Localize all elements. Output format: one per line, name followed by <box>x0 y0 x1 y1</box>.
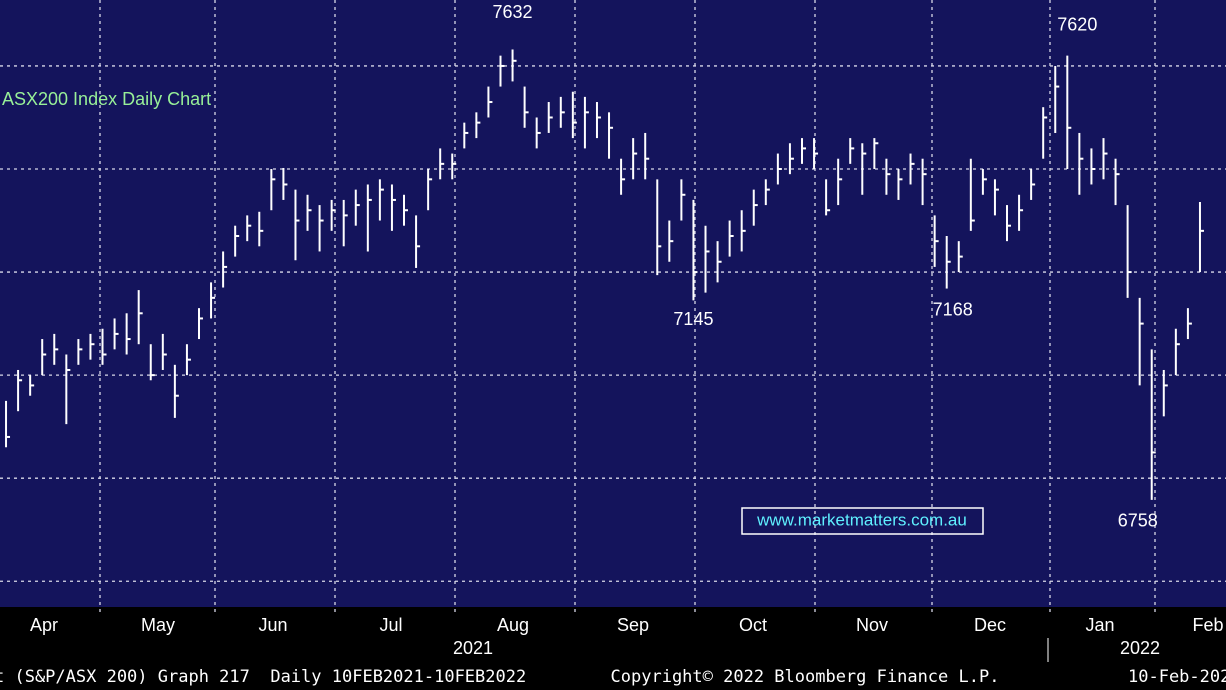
price-bars <box>5 49 1204 500</box>
x-tick-label: Jan <box>1085 615 1114 635</box>
x-tick-label: Jul <box>379 615 402 635</box>
extreme-label: 6758 <box>1118 511 1158 531</box>
x-tick-label: Feb <box>1192 615 1223 635</box>
x-tick-label: Apr <box>30 615 58 635</box>
footer-date: 10-Feb-202 <box>1128 667 1226 687</box>
extreme-label: 7632 <box>493 2 533 22</box>
year-label: 2021 <box>453 638 493 658</box>
x-tick-label: May <box>141 615 175 635</box>
axis-band <box>0 607 1226 690</box>
extreme-label: 7168 <box>933 299 973 319</box>
footer-copyright: Copyright© 2022 Bloomberg Finance L.P. <box>611 667 1000 687</box>
extreme-label: 7620 <box>1057 14 1097 34</box>
x-tick-label: Jun <box>258 615 287 635</box>
chart-title: ASX200 Index Daily Chart <box>2 89 211 109</box>
watermark-box <box>741 507 984 535</box>
x-tick-label: Nov <box>856 615 888 635</box>
extreme-label: 7145 <box>673 309 713 329</box>
footer-source: t (S&P/ASX 200) Graph 217 Daily 10FEB202… <box>0 667 526 687</box>
year-label: 2022 <box>1120 638 1160 658</box>
grid <box>0 0 1226 612</box>
plot-background <box>0 0 1226 607</box>
watermark: www.marketmatters.com.au <box>756 510 967 529</box>
x-tick-label: Dec <box>974 615 1006 635</box>
x-tick-label: Sep <box>617 615 649 635</box>
x-tick-label: Oct <box>739 615 767 635</box>
x-tick-label: Aug <box>497 615 529 635</box>
